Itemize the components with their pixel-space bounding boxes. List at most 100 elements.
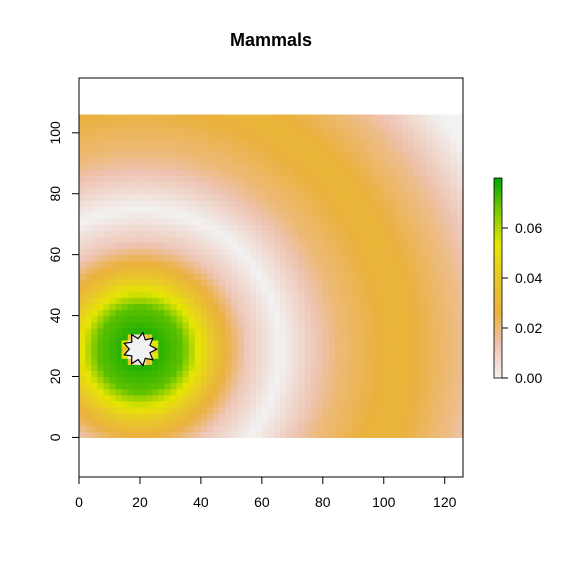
raster-cell bbox=[298, 352, 306, 359]
raster-cell bbox=[395, 242, 403, 250]
raster-cell bbox=[298, 248, 306, 256]
raster-cell bbox=[353, 376, 360, 384]
raster-cell bbox=[115, 132, 123, 140]
raster-cell bbox=[426, 230, 434, 237]
raster-cell bbox=[353, 413, 360, 420]
raster-cell bbox=[170, 419, 178, 426]
raster-cell bbox=[139, 388, 147, 396]
raster-cell bbox=[188, 346, 196, 353]
raster-cell bbox=[237, 315, 245, 323]
raster-cell bbox=[231, 212, 239, 219]
raster-cell bbox=[261, 419, 269, 426]
raster-cell bbox=[146, 175, 153, 183]
raster-cell bbox=[316, 431, 324, 438]
raster-cell bbox=[237, 175, 245, 183]
raster-cell bbox=[395, 315, 403, 323]
raster-cell bbox=[408, 218, 415, 225]
raster-cell bbox=[158, 145, 165, 152]
raster-cell bbox=[310, 279, 318, 286]
raster-cell bbox=[444, 279, 452, 286]
raster-cell bbox=[371, 388, 379, 396]
raster-cell bbox=[377, 327, 385, 335]
raster-cell bbox=[408, 400, 415, 408]
colorbar-tick-label: 0.04 bbox=[515, 270, 542, 286]
raster-cell bbox=[408, 425, 415, 432]
raster-cell bbox=[274, 364, 281, 371]
raster-cell bbox=[170, 315, 178, 323]
raster-cell bbox=[335, 175, 342, 183]
raster-cell bbox=[255, 157, 263, 164]
raster-cell bbox=[450, 126, 458, 134]
raster-cell bbox=[91, 236, 98, 244]
raster-cell bbox=[213, 272, 220, 280]
raster-cell bbox=[200, 419, 208, 426]
raster-cell bbox=[182, 291, 190, 298]
raster-cell bbox=[97, 333, 104, 341]
raster-cell bbox=[414, 254, 421, 262]
raster-cell bbox=[341, 157, 348, 164]
raster-cell bbox=[139, 212, 147, 219]
raster-cell bbox=[255, 126, 263, 134]
raster-cell bbox=[353, 327, 360, 335]
raster-cell bbox=[408, 394, 415, 402]
raster-cell bbox=[383, 260, 391, 268]
raster-cell bbox=[267, 279, 275, 286]
raster-cell bbox=[158, 163, 165, 170]
raster-cell bbox=[152, 285, 159, 292]
raster-cell bbox=[335, 339, 342, 347]
raster-cell bbox=[426, 413, 434, 420]
raster-cell bbox=[432, 199, 440, 207]
raster-cell bbox=[97, 218, 104, 225]
raster-cell bbox=[402, 169, 409, 177]
raster-cell bbox=[310, 352, 318, 359]
raster-cell bbox=[414, 145, 421, 152]
raster-cell bbox=[200, 230, 208, 237]
raster-cell bbox=[365, 230, 373, 237]
raster-cell bbox=[103, 370, 111, 378]
raster-cell bbox=[408, 352, 415, 359]
raster-cell bbox=[371, 279, 379, 286]
raster-cell bbox=[267, 266, 275, 274]
raster-cell bbox=[402, 321, 409, 329]
raster-cell bbox=[456, 376, 464, 384]
raster-cell bbox=[389, 175, 397, 183]
raster-cell bbox=[389, 352, 397, 359]
raster-cell bbox=[170, 321, 178, 329]
raster-cell bbox=[432, 400, 440, 408]
raster-cell bbox=[158, 272, 165, 280]
raster-cell bbox=[164, 297, 172, 304]
raster-cell bbox=[389, 425, 397, 432]
raster-cell bbox=[395, 224, 403, 231]
raster-cell bbox=[127, 138, 135, 146]
raster-cell bbox=[432, 431, 440, 438]
raster-cell bbox=[328, 321, 336, 329]
raster-cell bbox=[267, 339, 275, 347]
raster-cell bbox=[371, 346, 379, 353]
raster-cell bbox=[383, 120, 391, 128]
raster-cell bbox=[213, 291, 220, 298]
raster-cell bbox=[426, 193, 434, 201]
raster-cell bbox=[146, 193, 153, 201]
raster-cell bbox=[97, 315, 104, 323]
raster-cell bbox=[133, 291, 141, 298]
raster-cell bbox=[414, 205, 421, 213]
raster-cell bbox=[91, 181, 98, 189]
raster-cell bbox=[341, 382, 348, 390]
raster-cell bbox=[158, 181, 165, 189]
raster-cell bbox=[371, 114, 379, 122]
raster-cell bbox=[103, 352, 111, 359]
raster-cell bbox=[402, 175, 409, 183]
raster-cell bbox=[188, 388, 196, 396]
colorbar-segment bbox=[494, 328, 502, 331]
raster-cell bbox=[188, 163, 196, 170]
raster-cell bbox=[456, 248, 464, 256]
raster-cell bbox=[133, 425, 141, 432]
raster-cell bbox=[341, 272, 348, 280]
raster-cell bbox=[389, 224, 397, 231]
raster-cell bbox=[395, 187, 403, 195]
raster-cell bbox=[322, 205, 330, 213]
raster-cell bbox=[310, 224, 318, 231]
raster-cell bbox=[328, 224, 336, 231]
raster-cell bbox=[182, 358, 190, 365]
raster-cell bbox=[133, 145, 141, 152]
